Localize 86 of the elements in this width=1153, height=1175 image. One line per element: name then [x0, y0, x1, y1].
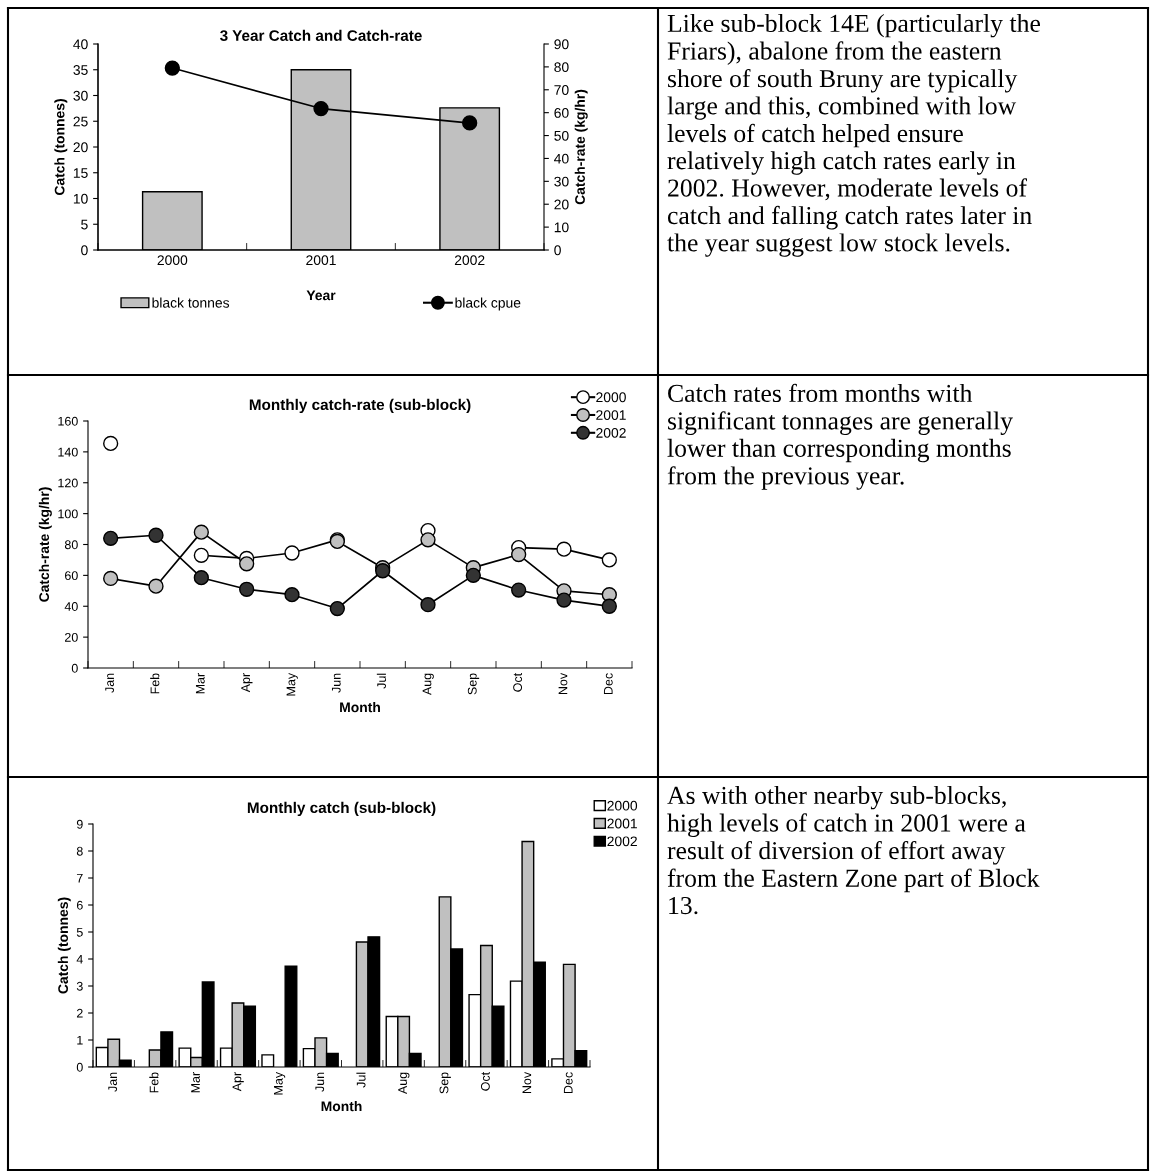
x-tick-label: 2000: [157, 255, 188, 266]
y-tick-label: 7: [76, 873, 83, 883]
x-tick-label: Oct: [480, 1071, 490, 1091]
text: Catch rates from months with significant tonnages are generally lower than corresponding months from the previous year.: [667, 383, 1013, 490]
y-axis-title: Catch (tonnes): [54, 99, 68, 196]
y-tick-label: 5: [76, 927, 83, 937]
x-tick-label: Apr: [232, 1072, 244, 1092]
legend-label: 2001: [596, 410, 626, 420]
x-tick-label: Aug: [398, 1072, 410, 1095]
y-tick-label: 15: [73, 168, 88, 178]
legend-label: 2002: [596, 427, 626, 438]
y-tick-label: 2: [76, 1008, 83, 1018]
y2-tick-label: 70: [554, 85, 569, 95]
chart-title: Monthly catch (sub-block): [247, 801, 436, 817]
y2-tick-label: 10: [554, 222, 569, 233]
y2-axis-title: Catch-rate (kg/hr): [574, 89, 588, 205]
y-tick-label: 0: [81, 245, 88, 256]
x-tick-label: Mar: [191, 1072, 200, 1093]
y-tick-label: 8: [76, 846, 83, 856]
y2-tick-label: 20: [554, 199, 569, 210]
y-tick-label: 60: [65, 571, 78, 581]
y-tick-label: 100: [58, 509, 78, 519]
x-tick-label: May: [274, 1071, 286, 1095]
chart-title: 3 Year Catch and Catch-rate: [220, 29, 422, 41]
x-tick-label: Sep: [467, 673, 480, 695]
x-tick-label: 2002: [454, 255, 485, 266]
x-tick-label: Jan: [105, 673, 115, 693]
y-tick-label: 5: [81, 219, 88, 230]
x-tick-label: Dec: [603, 673, 613, 695]
legend-label: 2001: [607, 818, 637, 829]
x-tick-label: Jun: [331, 673, 341, 693]
x-tick-label: Nov: [522, 1071, 532, 1094]
legend-label: 2002: [607, 836, 637, 847]
x-tick-label: Nov: [558, 672, 568, 695]
text: As with other nearby sub-blocks, high levels of catch in 2001 were a result of diversion of effort away from the Eastern Zone part of Block 13.: [667, 786, 1040, 915]
y-tick-label: 120: [58, 478, 78, 488]
x-tick-label: Jul: [356, 1072, 366, 1088]
y-tick-label: 160: [58, 416, 78, 426]
y-tick-label: 20: [65, 632, 78, 642]
y-tick-label: 80: [64, 540, 78, 550]
y-tick-label: 25: [73, 116, 88, 127]
chart-title: Monthly catch-rate (sub-block): [249, 398, 471, 414]
y-tick-label: 1: [77, 1035, 83, 1045]
y-tick-label: 0: [71, 663, 78, 673]
y-tick-label: 3: [76, 981, 83, 991]
x-tick-label: Jun: [315, 1072, 325, 1092]
x-tick-label: Oct: [513, 672, 523, 692]
y-tick-label: 40: [64, 602, 78, 611]
y2-tick-label: 90: [554, 39, 569, 50]
y-tick-label: 4: [76, 954, 83, 964]
y-axis-title: Catch-rate (kg/hr): [38, 487, 52, 602]
x-tick-label: Dec: [563, 1072, 573, 1094]
y-tick-label: 10: [73, 193, 88, 204]
x-tick-label: 2001: [306, 255, 336, 266]
y-tick-label: 30: [73, 90, 88, 101]
y2-tick-label: 80: [554, 62, 569, 73]
legend-label: black cpue: [455, 297, 521, 311]
legend-label: 2000: [596, 392, 626, 403]
x-tick-label: May: [286, 672, 298, 696]
text: Like sub-block 14E (particularly the Friars), abalone from the eastern shore of south Bruny are typically large and this, combined with low levels of catch helped ensure relatively high catch rates early in 2002. However, moderate levels of catch and falling catch rates later in the year suggest low stock levels.: [667, 14, 1040, 257]
x-tick-label: Feb: [149, 1072, 159, 1093]
x-tick-label: Jul: [376, 673, 387, 689]
x-axis-title: Year: [306, 290, 336, 301]
x-tick-label: Apr: [241, 673, 253, 693]
x-tick-label: Sep: [439, 1072, 451, 1094]
x-tick-label: Aug: [422, 673, 434, 696]
legend-label: black tonnes: [152, 297, 230, 308]
x-tick-label: Mar: [195, 673, 205, 694]
y2-tick-label: 30: [554, 176, 569, 187]
y-tick-label: 40: [73, 39, 88, 50]
x-tick-label: Jan: [108, 1072, 118, 1092]
y-tick-label: 6: [76, 900, 83, 910]
x-axis-title: Month: [340, 702, 380, 713]
y2-tick-label: 0: [554, 245, 561, 256]
y-tick-label: 20: [73, 142, 88, 153]
y-tick-label: 35: [73, 65, 88, 75]
y-tick-label: 140: [58, 447, 78, 457]
y-tick-label: 9: [76, 819, 83, 829]
y-axis-title: Catch (tonnes): [57, 897, 71, 994]
x-tick-label: Feb: [150, 673, 160, 694]
y2-tick-label: 50: [554, 130, 569, 141]
x-axis-title: Month: [321, 1101, 362, 1112]
y2-tick-label: 40: [554, 153, 569, 164]
y2-tick-label: 60: [554, 108, 569, 118]
legend-label: 2000: [607, 800, 638, 811]
y-tick-label: 0: [76, 1062, 83, 1072]
